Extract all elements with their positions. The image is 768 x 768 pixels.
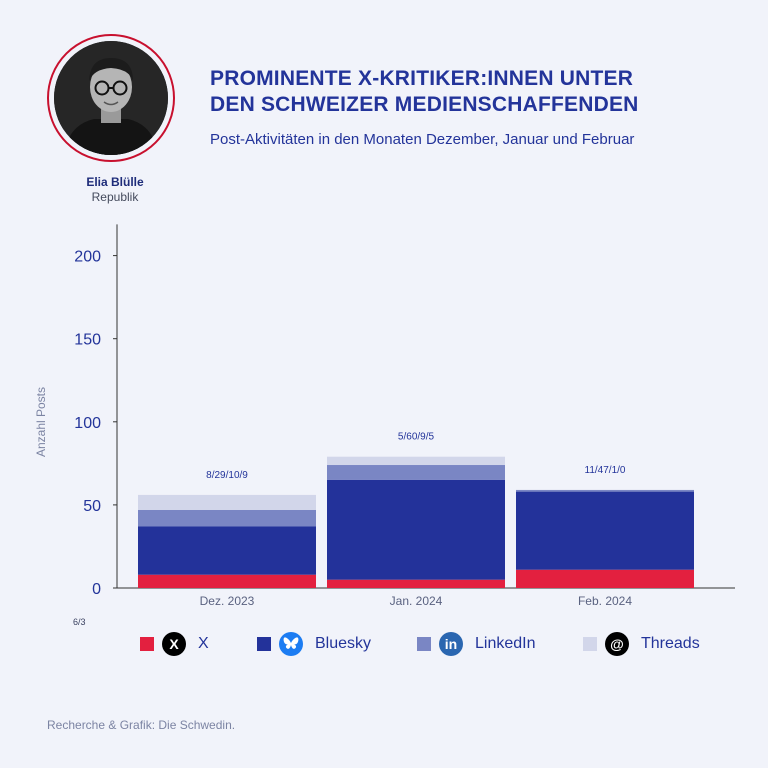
bar-segment-linkedin xyxy=(516,489,694,492)
stray-note: 6/3 xyxy=(73,617,86,627)
x-logo-icon: X xyxy=(162,632,186,656)
y-tick-label: 150 xyxy=(74,332,101,349)
y-tick-label: 200 xyxy=(74,249,101,266)
bar-value-label: 5/60/9/5 xyxy=(398,432,435,443)
bar-segment-x xyxy=(327,579,505,588)
person-photo-illustration xyxy=(54,41,168,155)
bar-segment-threads xyxy=(138,494,316,510)
legend-label: Threads xyxy=(641,635,700,652)
bar-value-label: 8/29/10/9 xyxy=(206,470,248,481)
bar-segment-linkedin xyxy=(138,509,316,527)
source-credit: Recherche & Grafik: Die Schwedin. xyxy=(47,718,236,732)
legend-label: Bluesky xyxy=(315,635,372,652)
y-tick-label: 0 xyxy=(92,581,101,598)
legend-swatch xyxy=(257,637,271,651)
chart-title-line-2: DEN SCHWEIZER MEDIENSCHAFFENDEN xyxy=(210,93,639,116)
y-tick-label: 50 xyxy=(83,498,101,515)
bar-segment-linkedin xyxy=(327,465,505,480)
bar-segment-bluesky xyxy=(327,479,505,580)
y-tick-label: 100 xyxy=(74,415,101,432)
y-axis-label: Anzahl Posts xyxy=(34,387,48,457)
bar-value-label: 11/47/1/0 xyxy=(585,465,626,476)
threads-logo-icon: @ xyxy=(605,632,629,656)
person-organization: Republik xyxy=(91,190,139,204)
author-portrait xyxy=(47,34,175,162)
legend-label: X xyxy=(198,635,209,652)
x-tick-label: Feb. 2024 xyxy=(578,594,632,608)
legend-swatch xyxy=(417,637,431,651)
person-name: Elia Blülle xyxy=(86,175,144,189)
legend-item-bluesky: Bluesky xyxy=(257,630,371,658)
chart-legend: X X Bluesky in LinkedIn @ Threads xyxy=(140,630,740,658)
x-tick-label: Jan. 2024 xyxy=(390,594,443,608)
linkedin-logo-icon: in xyxy=(439,632,463,656)
bar-segment-x xyxy=(138,574,316,588)
legend-swatch xyxy=(140,637,154,651)
chart-subtitle: Post-Aktivitäten in den Monaten Dezember… xyxy=(210,131,635,148)
bar-segment-threads xyxy=(327,456,505,466)
bluesky-butterfly-icon xyxy=(279,632,303,656)
legend-item-linkedin: in LinkedIn xyxy=(417,630,536,658)
portrait-photo xyxy=(54,41,168,155)
chart-title-line-1: PROMINENTE X-KRITIKER:INNEN UNTER xyxy=(210,67,634,90)
bar-segment-bluesky xyxy=(138,526,316,575)
bar-segment-bluesky xyxy=(516,491,694,570)
stacked-bar-chart: 0 50 100 150 200 Anzahl Posts 8/29/10/9 Dez. 20… xyxy=(34,224,735,608)
chart-title: PROMINENTE X-KRITIKER:INNEN UNTER DEN SC… xyxy=(210,66,730,118)
x-tick-label: Dez. 2023 xyxy=(200,594,255,608)
legend-label: LinkedIn xyxy=(475,635,536,652)
bar-segment-x xyxy=(516,569,694,588)
legend-swatch xyxy=(583,637,597,651)
legend-item-threads: @ Threads xyxy=(583,630,700,658)
